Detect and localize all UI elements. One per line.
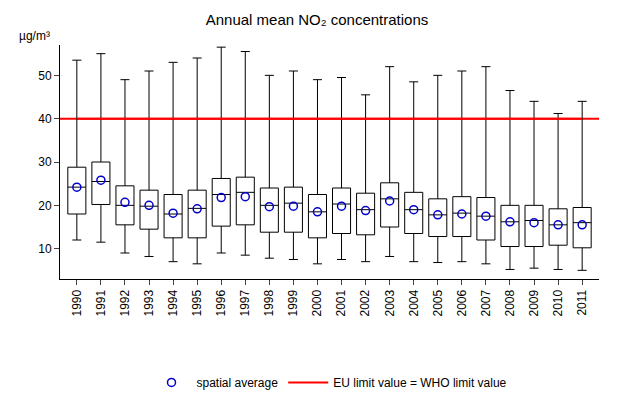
svg-text:50: 50 bbox=[38, 69, 52, 83]
svg-text:40: 40 bbox=[38, 112, 52, 126]
svg-text:2004: 2004 bbox=[407, 289, 421, 316]
svg-text:2009: 2009 bbox=[527, 289, 541, 316]
svg-text:Annual mean NO₂ concentrations: Annual mean NO₂ concentrations bbox=[206, 11, 429, 28]
svg-text:µg/m³: µg/m³ bbox=[19, 29, 50, 43]
svg-text:2005: 2005 bbox=[431, 289, 445, 316]
svg-text:spatial average: spatial average bbox=[197, 376, 279, 390]
svg-text:2003: 2003 bbox=[383, 289, 397, 316]
svg-text:2006: 2006 bbox=[455, 289, 469, 316]
svg-text:1991: 1991 bbox=[94, 289, 108, 316]
svg-text:1996: 1996 bbox=[214, 289, 228, 316]
svg-text:EU limit value = WHO limit val: EU limit value = WHO limit value bbox=[333, 376, 506, 390]
svg-text:2010: 2010 bbox=[551, 289, 565, 316]
svg-text:1994: 1994 bbox=[166, 289, 180, 316]
svg-text:1997: 1997 bbox=[238, 289, 252, 316]
svg-text:1998: 1998 bbox=[262, 289, 276, 316]
svg-text:10: 10 bbox=[38, 242, 52, 256]
svg-text:2007: 2007 bbox=[479, 289, 493, 316]
svg-text:20: 20 bbox=[38, 199, 52, 213]
svg-text:1999: 1999 bbox=[286, 289, 300, 316]
svg-text:1990: 1990 bbox=[70, 289, 84, 316]
svg-text:1995: 1995 bbox=[190, 289, 204, 316]
svg-text:2001: 2001 bbox=[334, 289, 348, 316]
svg-text:30: 30 bbox=[38, 155, 52, 169]
svg-text:1992: 1992 bbox=[118, 289, 132, 316]
svg-text:2011: 2011 bbox=[575, 289, 589, 315]
svg-text:2008: 2008 bbox=[503, 289, 517, 316]
svg-text:1993: 1993 bbox=[142, 289, 156, 316]
svg-text:2002: 2002 bbox=[358, 289, 372, 316]
svg-text:2000: 2000 bbox=[310, 289, 324, 316]
